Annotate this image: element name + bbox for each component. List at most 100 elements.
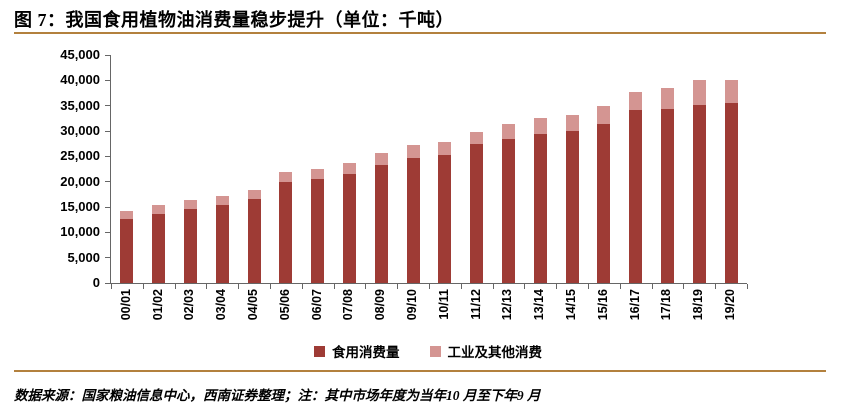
x-tick-mark [556,284,558,289]
bar-segment-industrial [311,169,325,179]
legend-label: 工业及其他消费 [447,345,543,360]
bar-segment-industrial [374,153,388,165]
x-tick-label: 08/09 [373,289,388,321]
x-label-slot: 08/09 [364,289,396,320]
x-tick-mark [524,284,526,289]
title-divider [14,32,826,34]
x-label-slot: 12/13 [492,289,524,320]
bar-19/20 [724,80,738,283]
y-axis: 0 5,000 10,000 15,000 20,000 25,000 30,000 35,0… [0,47,110,290]
y-tick-mark [105,155,110,157]
x-axis-labels: 00/01 01/02 02/03 03/04 04/05 05/06 06/07 07/08… [110,289,746,337]
x-label-slot: 10/11 [428,289,460,320]
bar-segment-food [279,182,293,283]
x-label-slot: 13/14 [523,289,555,320]
x-tick-label: 18/19 [691,289,706,321]
x-tick-label: 15/16 [595,289,610,321]
x-label-slot: 03/04 [205,289,237,320]
legend: 食用消费量 工业及其他消费 [110,341,746,361]
bar-13/14 [533,118,547,283]
bar-segment-industrial [279,172,293,182]
bar-01/02 [152,205,166,283]
y-tick-mark [105,54,110,56]
x-label-slot: 04/05 [237,289,269,320]
bar-segment-food [724,103,738,283]
x-tick-label: 09/10 [405,289,420,321]
legend-swatch-icon [314,345,325,357]
bar-09/10 [406,145,420,283]
legend-label: 食用消费量 [332,345,400,360]
x-tick-label: 16/17 [627,289,642,321]
bar-segment-food [470,144,484,283]
x-label-slot: 09/10 [396,289,428,320]
bar-18/19 [692,80,706,283]
x-tick-mark [651,284,653,289]
x-tick-label: 13/14 [532,289,547,321]
x-label-slot: 06/07 [301,289,333,320]
bar-segment-food [597,124,611,283]
x-tick-mark [270,284,271,289]
x-tick-mark [111,284,112,289]
bar-segment-food [343,174,356,283]
x-tick-label: 01/02 [150,289,165,321]
y-tick-mark [105,206,110,208]
bar-segment-industrial [184,200,197,209]
y-tick-label: 45,000 [60,47,100,62]
bar-segment-industrial [438,142,452,155]
bar-segment-industrial [470,132,484,144]
bar-segment-food [184,209,197,283]
bar-10/11 [438,142,452,283]
y-tick-label: 15,000 [60,199,100,214]
bar-segment-food [311,179,325,283]
x-tick-label: 17/18 [659,289,674,321]
x-label-slot: 01/02 [142,289,174,320]
bar-16/17 [629,92,643,283]
bar-segment-food [406,158,420,283]
bar-segment-industrial [247,190,261,199]
y-tick-mark [105,130,110,132]
x-label-slot: 11/12 [460,289,492,320]
x-tick-label: 10/11 [436,289,451,320]
x-tick-mark [206,284,208,289]
bar-07/08 [343,163,356,283]
y-tick-label: 35,000 [60,97,100,113]
bar-segment-food [374,165,388,283]
footer-divider [14,370,826,372]
plot-area [110,55,748,289]
bar-segment-food [120,219,134,283]
x-tick-label: 00/01 [118,289,133,321]
x-tick-label: 19/20 [723,289,738,321]
x-tick-mark [460,284,462,289]
x-tick-label: 03/04 [214,289,229,321]
bar-06/07 [311,169,325,283]
x-tick-mark [397,284,399,289]
bar-segment-industrial [661,88,674,109]
bar-segment-industrial [120,211,134,219]
y-tick-label: 30,000 [60,123,100,138]
y-tick-mark [105,105,110,107]
x-tick-label: 04/05 [246,289,261,321]
x-tick-label: 05/06 [277,289,292,321]
y-tick-label: 20,000 [60,173,100,189]
y-tick-label: 25,000 [60,148,100,164]
bar-05/06 [279,172,293,283]
x-tick-mark [429,284,430,289]
x-tick-mark [238,284,240,289]
bar-14/15 [565,115,579,283]
x-tick-mark [747,284,748,289]
legend-swatch-icon [429,345,441,357]
x-label-slot: 16/17 [619,289,651,320]
bar-segment-food [629,110,643,283]
x-tick-label: 06/07 [309,289,324,321]
bar-15/16 [597,106,611,283]
figure-title: 图 7：我国食用植物油消费量稳步提升（单位：千吨） [14,10,454,30]
x-tick-label: 12/13 [500,289,515,321]
bar-04/05 [247,190,261,283]
x-label-slot: 02/03 [174,289,206,320]
x-tick-mark [333,284,335,289]
bar-segment-food [152,214,166,283]
y-tick-label: 10,000 [60,224,100,240]
x-label-slot: 18/19 [682,289,714,320]
x-tick-label: 11/12 [468,289,483,320]
bar-17/18 [661,88,674,283]
